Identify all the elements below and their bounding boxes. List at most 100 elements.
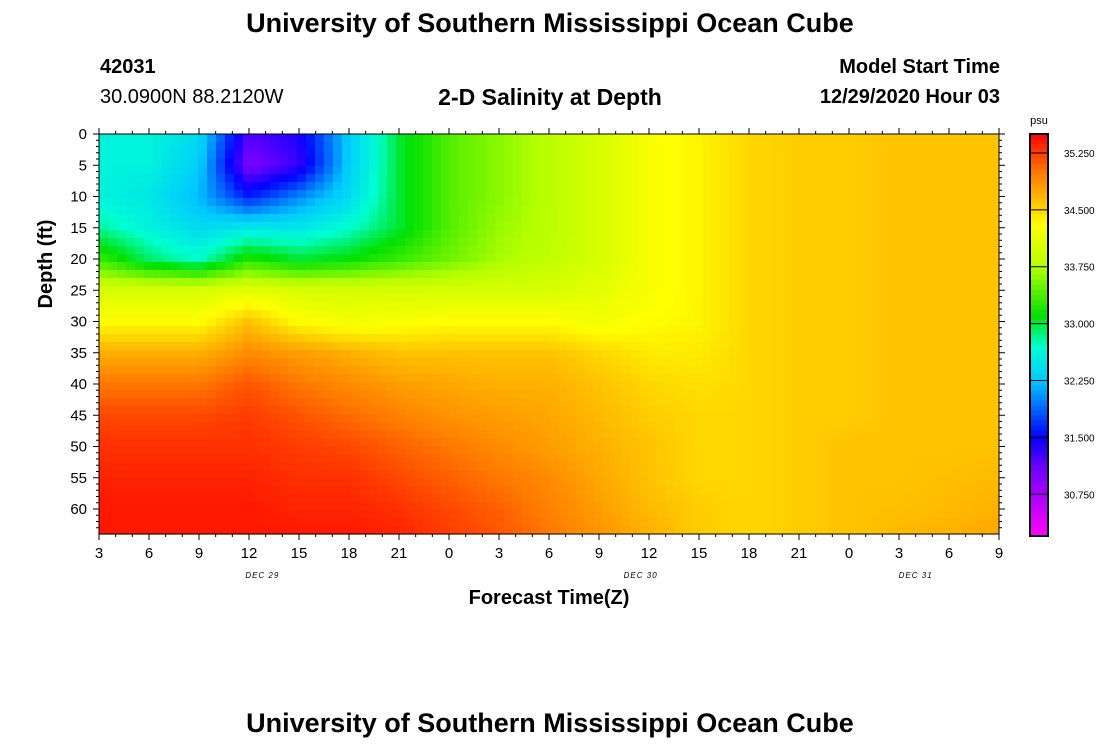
heatmap-cell	[405, 262, 415, 271]
heatmap-cell	[630, 238, 640, 247]
heatmap-cell	[603, 470, 613, 479]
heatmap-cell	[891, 318, 901, 327]
heatmap-cell	[990, 470, 1000, 479]
heatmap-cell	[675, 302, 685, 311]
heatmap-cell	[990, 166, 1000, 175]
heatmap-cell	[873, 494, 883, 503]
heatmap-cell	[864, 446, 874, 455]
heatmap-cell	[378, 374, 388, 383]
heatmap-cell	[351, 358, 361, 367]
heatmap-cell	[549, 334, 559, 343]
heatmap-cell	[450, 254, 460, 263]
heatmap-cell	[513, 518, 523, 527]
heatmap-cell	[171, 374, 181, 383]
heatmap-cell	[360, 142, 370, 151]
heatmap-cell	[585, 302, 595, 311]
heatmap-cell	[603, 150, 613, 159]
heatmap-cell	[531, 366, 541, 375]
heatmap-cell	[828, 366, 838, 375]
heatmap-cell	[648, 230, 658, 239]
heatmap-cell	[774, 350, 784, 359]
heatmap-cell	[846, 222, 856, 231]
heatmap-cell	[783, 246, 793, 255]
heatmap-cell	[864, 350, 874, 359]
heatmap-cell	[684, 486, 694, 495]
heatmap-cell	[639, 462, 649, 471]
heatmap-cell	[981, 270, 991, 279]
heatmap-cell	[711, 350, 721, 359]
heatmap-cell	[405, 342, 415, 351]
heatmap-cell	[117, 134, 127, 143]
heatmap-cell	[837, 342, 847, 351]
heatmap-cell	[981, 262, 991, 271]
heatmap-cell	[369, 350, 379, 359]
heatmap-cell	[360, 350, 370, 359]
heatmap-cell	[333, 510, 343, 519]
heatmap-cell	[423, 414, 433, 423]
heatmap-cell	[594, 454, 604, 463]
heatmap-cell	[783, 502, 793, 511]
heatmap-cell	[162, 374, 172, 383]
heatmap-cell	[612, 174, 622, 183]
heatmap-cell	[207, 390, 217, 399]
heatmap-cell	[396, 190, 406, 199]
heatmap-cell	[216, 334, 226, 343]
heatmap-cell	[432, 462, 442, 471]
heatmap-cell	[837, 254, 847, 263]
heatmap-cell	[702, 502, 712, 511]
heatmap-cell	[801, 350, 811, 359]
heatmap-cell	[288, 494, 298, 503]
heatmap-cell	[657, 518, 667, 527]
heatmap-cell	[648, 262, 658, 271]
heatmap-cell	[225, 254, 235, 263]
heatmap-cell	[414, 382, 424, 391]
heatmap-cell	[261, 502, 271, 511]
heatmap-cell	[315, 382, 325, 391]
heatmap-cell	[279, 198, 289, 207]
heatmap-cell	[738, 206, 748, 215]
heatmap-cell	[657, 334, 667, 343]
heatmap-cell	[612, 350, 622, 359]
heatmap-cell	[117, 390, 127, 399]
heatmap-cell	[810, 238, 820, 247]
heatmap-cell	[333, 158, 343, 167]
heatmap-cell	[297, 518, 307, 527]
heatmap-cell	[810, 494, 820, 503]
heatmap-cell	[162, 174, 172, 183]
heatmap-cell	[567, 502, 577, 511]
heatmap-cell	[819, 526, 829, 535]
heatmap-cell	[891, 502, 901, 511]
heatmap-cell	[819, 462, 829, 471]
heatmap-cell	[531, 334, 541, 343]
heatmap-cell	[306, 198, 316, 207]
heatmap-cell	[891, 334, 901, 343]
heatmap-cell	[387, 134, 397, 143]
heatmap-cell	[486, 134, 496, 143]
heatmap-cell	[180, 438, 190, 447]
heatmap-cell	[990, 286, 1000, 295]
heatmap-cell	[225, 286, 235, 295]
heatmap-cell	[360, 326, 370, 335]
heatmap-cell	[504, 430, 514, 439]
heatmap-cell	[396, 254, 406, 263]
heatmap-cell	[990, 446, 1000, 455]
heatmap-cell	[189, 150, 199, 159]
heatmap-cell	[441, 446, 451, 455]
heatmap-cell	[828, 526, 838, 535]
heatmap-cell	[288, 182, 298, 191]
heatmap-cell	[279, 358, 289, 367]
heatmap-cell	[144, 262, 154, 271]
heatmap-cell	[126, 334, 136, 343]
heatmap-cell	[477, 158, 487, 167]
heatmap-cell	[108, 238, 118, 247]
heatmap-cell	[819, 318, 829, 327]
heatmap-cell	[153, 494, 163, 503]
heatmap-cell	[963, 374, 973, 383]
heatmap-cell	[450, 398, 460, 407]
heatmap-cell	[360, 406, 370, 415]
heatmap-cell	[396, 278, 406, 287]
heatmap-cell	[882, 262, 892, 271]
heatmap-cell	[135, 526, 145, 535]
heatmap-cell	[846, 158, 856, 167]
heatmap-cell	[594, 166, 604, 175]
